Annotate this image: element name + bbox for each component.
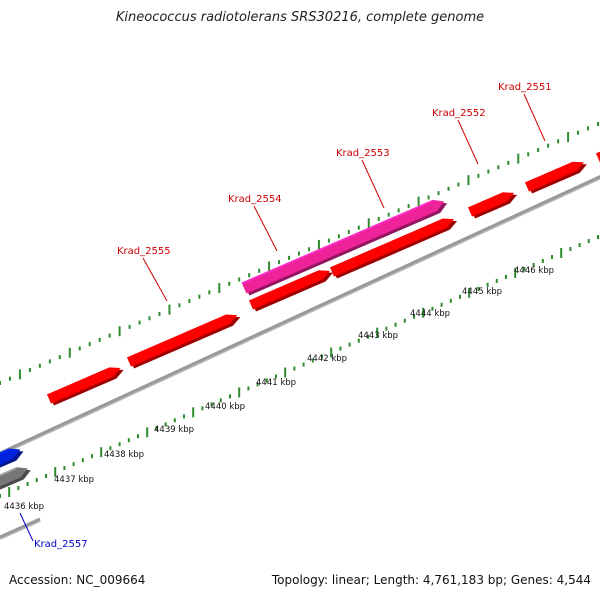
gene-arrow-highlight [241,200,434,285]
gene-arrow-body [0,467,28,495]
gene-arrow-highlight [249,270,320,303]
gene-arrow-body [249,270,330,310]
gene-arrow-body [127,314,238,367]
gene-arrow-highlight [0,448,10,464]
gene-arrow-body [468,192,515,217]
gene-arrow-krad-2557 [0,448,24,475]
leader-line [142,257,168,302]
ruler-label: 4443 kbp [358,331,398,341]
leader-line [523,93,546,142]
gene-label: Krad_2557 [34,539,88,550]
ruler-label: 4441 kbp [256,378,296,388]
ruler-label: 4445 kbp [462,287,502,297]
gene-arrow-highlight [330,218,444,270]
ruler-label: 4439 kbp [154,425,194,435]
gene-arrow-highlight [0,467,18,486]
label-leader-lines [19,93,546,542]
ruler-label: 4438 kbp [104,450,144,460]
gene-arrow-body [47,367,121,404]
gene-arrow-krad-2554-highlight [241,199,448,296]
genome-summary: Topology: linear; Length: 4,761,183 bp; … [271,573,591,587]
ruler-label: 4437 kbp [54,475,94,485]
genome-title: Kineococcus radiotolerans SRS30216, comp… [115,10,485,25]
gene-arrow-krad-2556 [47,367,124,406]
gene-arrow-body [330,218,455,277]
gene-arrow-highlight [596,148,600,156]
ruler-label: 4442 kbp [307,354,347,364]
gene-arrow-highlight [47,367,111,397]
gene-arrow-gray [0,467,31,497]
gene-labels: Krad_2551 Krad_2552 Krad_2553 Krad_2554 Krad… [34,82,552,550]
ruler-label: 4436 kbp [4,502,44,512]
gene-label: Krad_2551 [498,82,552,93]
upper-tick-track [0,122,599,385]
ruler-labels: 4436 kbp 4437 kbp 4438 kbp 4439 kbp 4440 kbp… [4,266,554,512]
gene-label: Krad_2552 [432,108,486,119]
backbone-main [0,174,600,455]
gene-arrow-highlight [127,314,227,360]
gene-arrow-krad-2551 [525,161,587,194]
backbone-secondary [0,517,41,539]
gene-arrow-body [0,448,21,473]
ruler-tick-track [0,235,599,498]
gene-arrow-krad-2554 [249,270,333,312]
gene-arrow-krad-2553 [330,218,458,279]
gene-arrow-body [241,199,445,294]
gene-arrow-highlight [525,161,574,185]
accession-label: Accession: NC_009664 [9,573,146,587]
gene-arrow-highlight [468,192,504,210]
leader-line [19,512,34,542]
gene-label: Krad_2555 [117,246,171,257]
leader-line [457,119,479,165]
leader-line [253,205,278,252]
ruler-label: 4446 kbp [514,266,554,276]
gene-arrow-krad-2555 [127,314,241,369]
gene-label: Krad_2554 [228,194,282,205]
ruler-label: 4440 kbp [205,402,245,412]
gene-arrow-body [525,161,584,192]
gene-arrow-edge [596,147,600,165]
gene-arrow-krad-2552 [468,192,518,219]
ruler-label: 4444 kbp [410,309,450,319]
sequence-backbones [0,174,600,540]
leader-line [361,159,385,209]
gene-features [0,147,600,497]
gene-label: Krad_2553 [336,148,390,159]
